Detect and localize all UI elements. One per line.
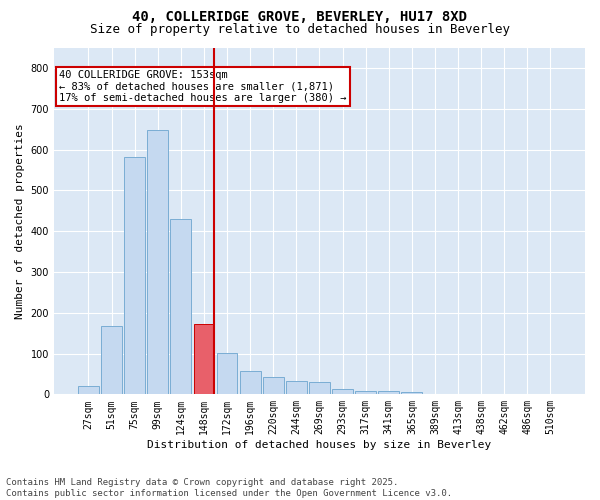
Y-axis label: Number of detached properties: Number of detached properties bbox=[15, 123, 25, 319]
Bar bbox=[263, 377, 284, 394]
Bar bbox=[148, 130, 168, 394]
Text: 40 COLLERIDGE GROVE: 153sqm
← 83% of detached houses are smaller (1,871)
17% of : 40 COLLERIDGE GROVE: 153sqm ← 83% of det… bbox=[59, 70, 347, 103]
Bar bbox=[217, 352, 238, 395]
X-axis label: Distribution of detached houses by size in Beverley: Distribution of detached houses by size … bbox=[148, 440, 491, 450]
Text: Size of property relative to detached houses in Beverley: Size of property relative to detached ho… bbox=[90, 22, 510, 36]
Bar bbox=[170, 219, 191, 394]
Bar bbox=[194, 324, 214, 394]
Bar bbox=[309, 382, 330, 394]
Bar bbox=[78, 386, 99, 394]
Bar bbox=[124, 157, 145, 394]
Text: 40, COLLERIDGE GROVE, BEVERLEY, HU17 8XD: 40, COLLERIDGE GROVE, BEVERLEY, HU17 8XD bbox=[133, 10, 467, 24]
Bar bbox=[240, 371, 260, 394]
Bar bbox=[401, 392, 422, 394]
Text: Contains HM Land Registry data © Crown copyright and database right 2025.
Contai: Contains HM Land Registry data © Crown c… bbox=[6, 478, 452, 498]
Bar bbox=[379, 390, 399, 394]
Bar bbox=[332, 388, 353, 394]
Bar bbox=[355, 390, 376, 394]
Bar bbox=[286, 381, 307, 394]
Bar bbox=[101, 326, 122, 394]
